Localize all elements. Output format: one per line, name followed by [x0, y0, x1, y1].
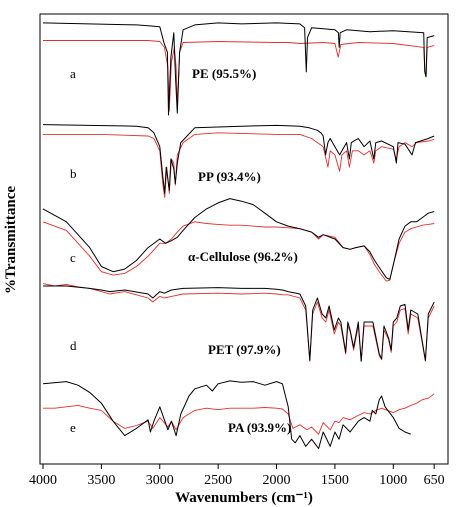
panel-letter-d: d: [70, 338, 77, 353]
x-tick-label: 3000: [146, 473, 174, 488]
spectrum-d-sample: [43, 285, 435, 362]
sample-label-a: PE (95.5%): [192, 66, 256, 81]
x-tick-label: 2000: [263, 473, 291, 488]
x-tick-label: 650: [424, 473, 445, 488]
panel-labels: a PE (95.5%) b PP (93.4%) c α-Cellulose (96.2…: [70, 66, 298, 435]
x-tick-label: 3500: [87, 473, 115, 488]
x-tick-label: 1500: [321, 473, 349, 488]
sample-label-d: PET (97.9%): [208, 342, 281, 357]
x-tick-label: 4000: [29, 473, 57, 488]
panel-letter-c: c: [70, 250, 76, 265]
spectrum-e-sample: [42, 380, 411, 450]
sample-label-e: PA (93.9%): [228, 420, 291, 435]
spectrum-d-reference: [42, 283, 435, 362]
plot-area-frame: [39, 13, 449, 465]
spectrum-b-sample: [42, 124, 435, 194]
panel-letter-b: b: [70, 166, 77, 181]
x-axis-title: Wavenumbers (cm⁻¹): [175, 490, 313, 506]
x-tick-label: 1000: [379, 473, 407, 488]
panel-letter-e: e: [70, 420, 76, 435]
spectra-traces: [42, 22, 435, 450]
x-tick-label: 2500: [204, 473, 232, 488]
sample-label-c: α-Cellulose (96.2%): [188, 249, 298, 264]
spectrum-a-reference: [43, 40, 435, 112]
y-axis-title: %Transmittance: [3, 186, 19, 294]
panel-letter-a: a: [70, 66, 76, 81]
spectrum-c-sample: [42, 198, 435, 280]
spectrum-a-sample: [42, 22, 435, 116]
x-axis-ticks: 4000 3500 3000 2500 2000 1500 1000 650: [29, 464, 445, 488]
spectrum-e-reference: [43, 393, 435, 435]
sample-label-b: PP (93.4%): [198, 169, 261, 184]
